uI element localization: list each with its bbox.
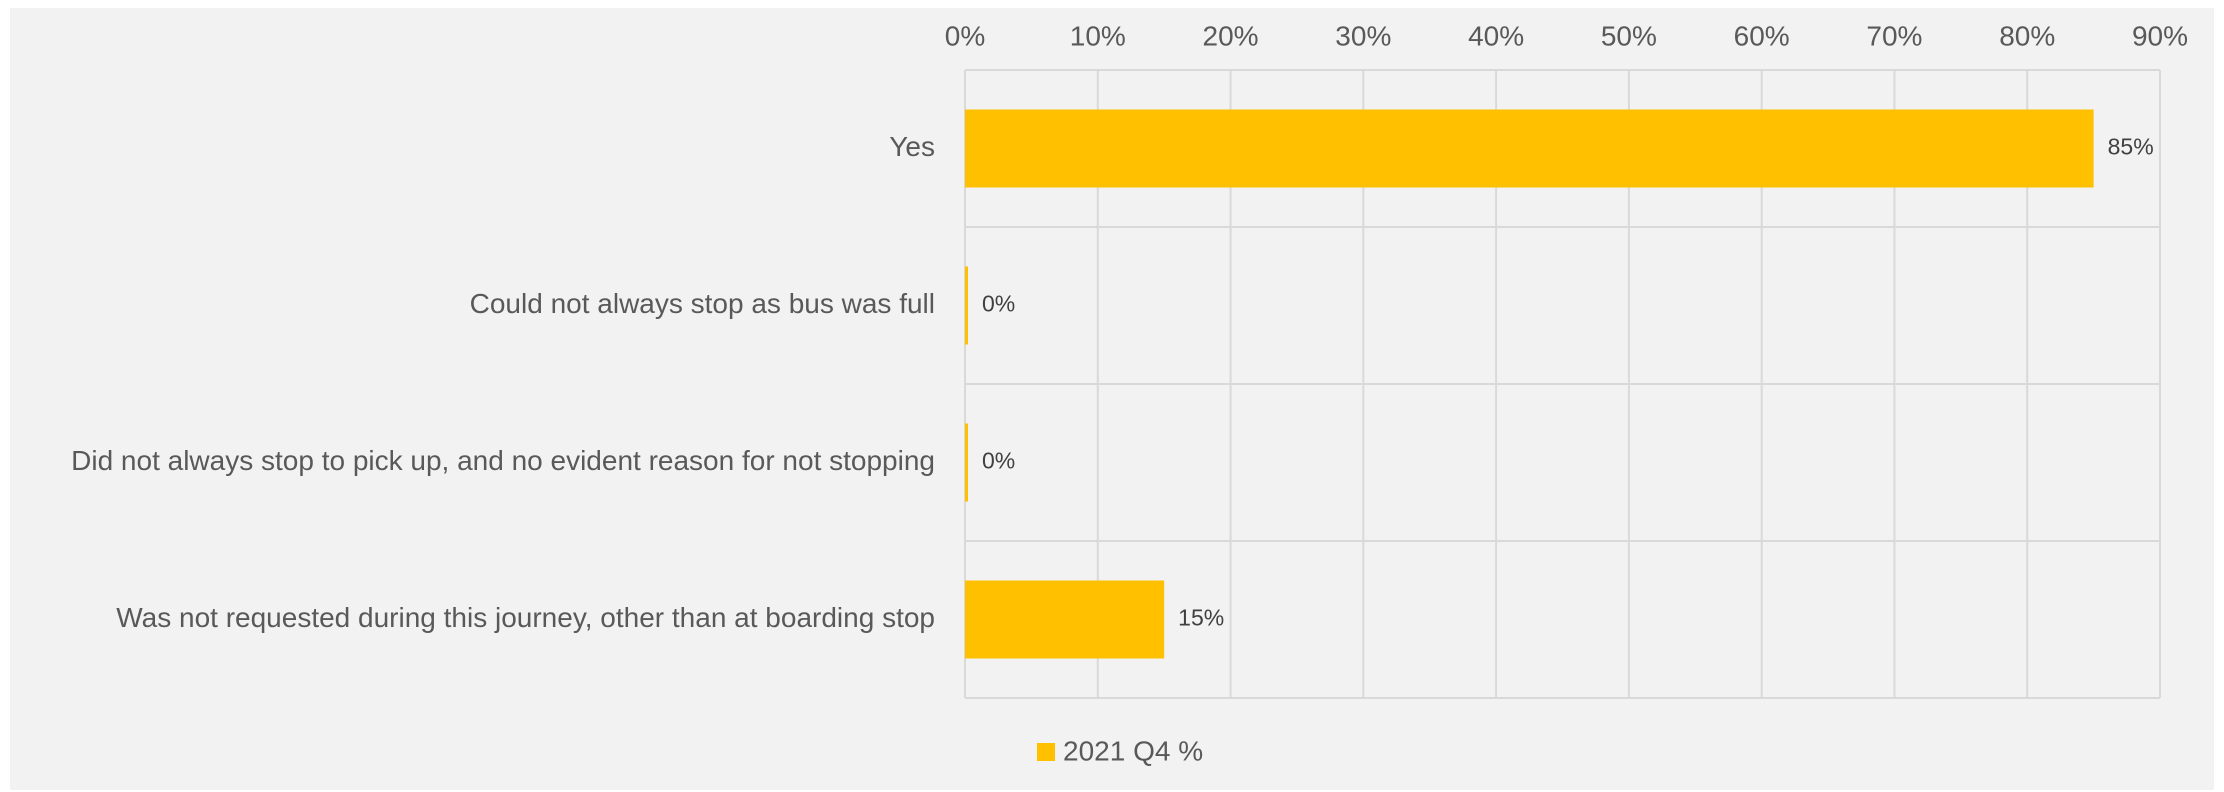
bar [965, 109, 2094, 188]
data-labels: 85% 0% 0% 15% [982, 134, 2154, 631]
x-tick-label: 50% [1601, 20, 1657, 51]
category-label: Did not always stop to pick up, and no e… [71, 445, 935, 476]
data-label: 85% [2108, 134, 2154, 160]
x-tick-label: 40% [1468, 20, 1524, 51]
x-tick-label: 10% [1070, 20, 1126, 51]
legend-label: 2021 Q4 % [1063, 735, 1203, 766]
legend-swatch [1037, 743, 1055, 761]
x-tick-label: 60% [1734, 20, 1790, 51]
x-tick-label: 80% [1999, 20, 2055, 51]
category-label: Yes [889, 131, 935, 162]
category-labels: Yes Could not always stop as bus was full… [71, 131, 935, 633]
x-tick-label: 90% [2132, 20, 2188, 51]
x-tick-label: 0% [945, 20, 985, 51]
category-label: Could not always stop as bus was full [470, 288, 935, 319]
bars [965, 109, 2094, 659]
data-label: 0% [982, 291, 1015, 317]
bar-chart: 0% 10% 20% 30% 40% 50% 60% 70% 80% 90% Yes Could n… [71, 20, 2188, 766]
x-tick-label: 30% [1335, 20, 1391, 51]
bar [965, 580, 1165, 659]
bar [965, 423, 968, 502]
x-tick-label: 70% [1866, 20, 1922, 51]
x-axis-ticks: 0% 10% 20% 30% 40% 50% 60% 70% 80% 90% [945, 20, 2188, 51]
data-label: 15% [1178, 605, 1224, 631]
data-label: 0% [982, 448, 1015, 474]
legend: 2021 Q4 % [1037, 735, 1203, 766]
bar [965, 266, 968, 345]
category-label: Was not requested during this journey, o… [116, 602, 935, 633]
x-tick-label: 20% [1203, 20, 1259, 51]
chart-area: 0% 10% 20% 30% 40% 50% 60% 70% 80% 90% Yes Could n… [10, 8, 2214, 790]
